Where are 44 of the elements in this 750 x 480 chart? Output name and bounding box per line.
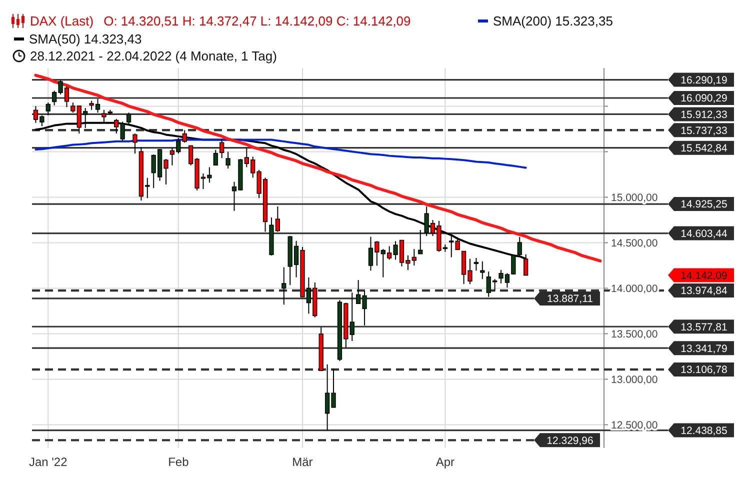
ref-line-label: 16.090,29 <box>680 92 728 105</box>
x-tick-label: Apr <box>436 455 455 469</box>
y-tick-label: 14.000,00 <box>611 282 658 295</box>
y-tick-label: 15.000,00 <box>611 192 658 204</box>
ref-line-label: 14.603,44 <box>680 228 728 240</box>
candlestick <box>132 133 138 154</box>
chart-subtitle: O: 14.320,51 H: 14.372,47 L: 14.142,09 C: 14.142,09 <box>104 14 411 29</box>
candlestick <box>220 138 224 159</box>
ref-line-label: 16.290,19 <box>680 74 728 86</box>
candlestick <box>46 102 50 116</box>
ref-line-label: 13.577,81 <box>680 321 728 334</box>
y-tick-label: 13.500,00 <box>611 328 658 340</box>
legend-label: SMA(50) 14.323,43 <box>29 32 142 47</box>
x-tick-label: Jan '22 <box>28 455 68 469</box>
legend-label: SMA(200) 15.323,35 <box>493 14 613 29</box>
candlestick <box>213 149 218 166</box>
candlestick <box>455 236 460 250</box>
candlestick <box>182 130 187 144</box>
y-tick-label: 12.500,00 <box>611 419 658 432</box>
ref-line-label: 15.912,33 <box>680 108 728 121</box>
candlestick <box>350 292 354 342</box>
x-tick-label: Feb <box>168 455 190 469</box>
ref-line-label: 13.106,78 <box>680 364 728 376</box>
ref-line-label: 13.887,11 <box>547 293 594 306</box>
ref-line-label: 12.438,85 <box>680 424 728 437</box>
text: 28.12.2021 - 22.04.2022 (4 Monate, 1 Tag) <box>30 48 277 64</box>
candlestick <box>226 151 230 169</box>
line-series <box>34 74 602 262</box>
y-tick-label: 14.500,00 <box>611 237 658 250</box>
y-tick-label: 13.000,00 <box>611 374 658 386</box>
ref-line-label: 13.341,79 <box>680 342 728 355</box>
ref-line-label: 15.737,33 <box>680 124 728 137</box>
ref-line-label: 14.925,25 <box>680 198 728 211</box>
candlestick <box>418 229 423 254</box>
candlestick <box>517 236 522 256</box>
ref-line-label: 12.329,96 <box>546 434 594 447</box>
ref-line-label: 13.974,84 <box>680 285 728 298</box>
ref-line-label: 15.542,84 <box>680 142 728 154</box>
text: 14.142,09 <box>680 270 728 282</box>
chart-title: DAX (Last) <box>30 14 94 29</box>
candlestick <box>282 266 286 306</box>
candlestick <box>480 260 485 280</box>
x-tick-label: Mär <box>292 455 313 469</box>
candlestick <box>474 258 479 272</box>
